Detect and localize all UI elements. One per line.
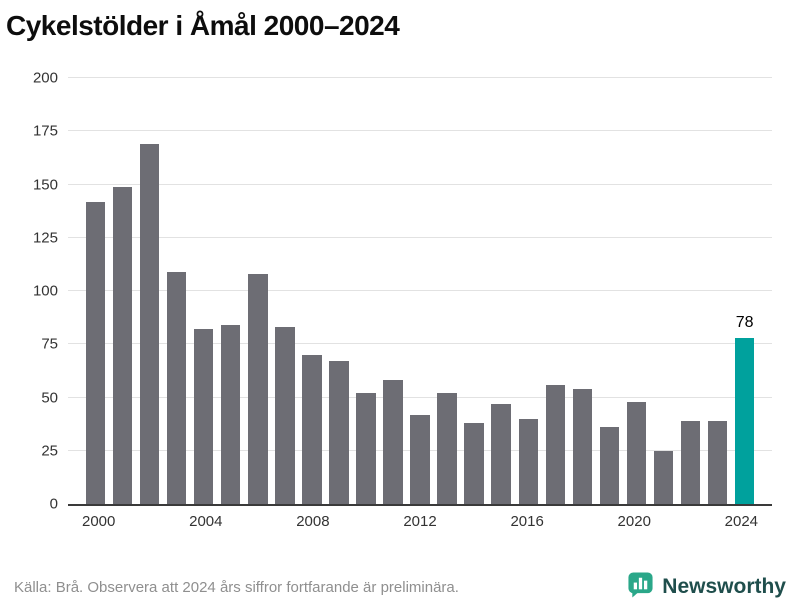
x-axis-tick-label: [700, 513, 725, 530]
x-axis-tick-label: [676, 513, 701, 530]
bar-slot-2010: [352, 78, 379, 504]
bar-slot-2024: 78: [731, 78, 758, 504]
y-axis-tick-label: 175: [33, 123, 58, 140]
bar-slot-2005: [217, 78, 244, 504]
y-axis-tick-label: 0: [50, 496, 58, 513]
x-axis-tick-label: [354, 513, 379, 530]
bar-2019: [600, 427, 619, 504]
bar-2002: [140, 144, 159, 504]
plot-bars: 78: [82, 78, 758, 504]
x-axis-tick-label: 2020: [618, 513, 651, 530]
bar-slot-2002: [136, 78, 163, 504]
bar-2003: [167, 272, 186, 504]
x-axis-tick-label: [247, 513, 272, 530]
bar-slot-2014: [461, 78, 488, 504]
bar-2022: [681, 421, 700, 504]
bar-slot-2007: [271, 78, 298, 504]
bar-slot-2004: [190, 78, 217, 504]
newsworthy-logo-icon: [627, 571, 654, 603]
footer: Källa: Brå. Observera att 2024 års siffr…: [0, 564, 800, 610]
bar-slot-2023: [704, 78, 731, 504]
y-axis-tick-label: 50: [41, 389, 58, 406]
x-axis-tick-label: 2000: [82, 513, 115, 530]
x-axis-tick-label: [115, 513, 140, 530]
bar-2016: [519, 419, 538, 504]
bar-2012: [410, 415, 429, 504]
y-axis-tick-label: 25: [41, 442, 58, 459]
x-axis-tick-label: [437, 513, 462, 530]
x-axis-tick-label: [544, 513, 569, 530]
x-axis-tick-label: [379, 513, 404, 530]
bar-slot-2018: [569, 78, 596, 504]
bar-slot-2001: [109, 78, 136, 504]
bar-2009: [329, 361, 348, 504]
x-axis-tick-label: [486, 513, 511, 530]
bar-2013: [437, 393, 456, 504]
bar-slot-2000: [82, 78, 109, 504]
bar-2015: [491, 404, 510, 504]
bar-value-label: 78: [718, 314, 772, 332]
x-axis-tick-label: [140, 513, 165, 530]
x-axis-tick-label: 2012: [403, 513, 436, 530]
bar-2024: [735, 338, 754, 504]
x-axis-tick-label: [593, 513, 618, 530]
bar-2017: [546, 385, 565, 504]
bar-2007: [275, 327, 294, 504]
bar-2011: [383, 380, 402, 504]
bar-slot-2019: [596, 78, 623, 504]
bar-2018: [573, 389, 592, 504]
x-axis-tick-label: [568, 513, 593, 530]
bar-slot-2009: [325, 78, 352, 504]
x-axis-tick-label: 2008: [296, 513, 329, 530]
bar-slot-2021: [650, 78, 677, 504]
source-note: Källa: Brå. Observera att 2024 års siffr…: [14, 579, 459, 596]
bar-slot-2020: [623, 78, 650, 504]
bar-slot-2006: [244, 78, 271, 504]
y-axis-tick-label: 150: [33, 176, 58, 193]
bar-2023: [708, 421, 727, 504]
y-axis-tick-label: 125: [33, 229, 58, 246]
bar-2020: [627, 402, 646, 504]
bar-2000: [86, 202, 105, 504]
bar-2005: [221, 325, 240, 504]
y-axis-tick-label: 100: [33, 283, 58, 300]
y-axis-tick-label: 200: [33, 70, 58, 87]
page-title: Cykelstölder i Åmål 2000–2024: [6, 10, 800, 42]
bar-slot-2022: [677, 78, 704, 504]
x-axis-tick-label: [165, 513, 190, 530]
bar-2004: [194, 329, 213, 504]
x-axis-tick-label: 2024: [725, 513, 758, 530]
bar-2014: [464, 423, 483, 504]
brand-logo: Newsworthy: [627, 571, 786, 603]
x-axis-tick-label: 2016: [510, 513, 543, 530]
brand-name: Newsworthy: [662, 575, 786, 599]
x-axis-tick-label: 2004: [189, 513, 222, 530]
chart: 78 2000200420082012201620202024 02550751…: [68, 78, 772, 506]
x-axis: 2000 2004 2008 2012 2016 2020 2024: [82, 513, 758, 530]
bar-slot-2003: [163, 78, 190, 504]
x-axis-tick-label: [330, 513, 355, 530]
bar-2021: [654, 451, 673, 504]
bar-2001: [113, 187, 132, 504]
x-axis-tick-label: [651, 513, 676, 530]
bar-slot-2008: [298, 78, 325, 504]
x-axis-tick-label: [461, 513, 486, 530]
bar-2010: [356, 393, 375, 504]
x-axis-tick-label: [272, 513, 297, 530]
y-axis-tick-label: 75: [41, 336, 58, 353]
x-axis-tick-label: [222, 513, 247, 530]
bar-2006: [248, 274, 267, 504]
bar-2008: [302, 355, 321, 504]
bar-slot-2016: [515, 78, 542, 504]
bar-slot-2017: [542, 78, 569, 504]
bar-slot-2013: [434, 78, 461, 504]
bar-slot-2012: [407, 78, 434, 504]
bar-slot-2015: [488, 78, 515, 504]
bar-slot-2011: [380, 78, 407, 504]
